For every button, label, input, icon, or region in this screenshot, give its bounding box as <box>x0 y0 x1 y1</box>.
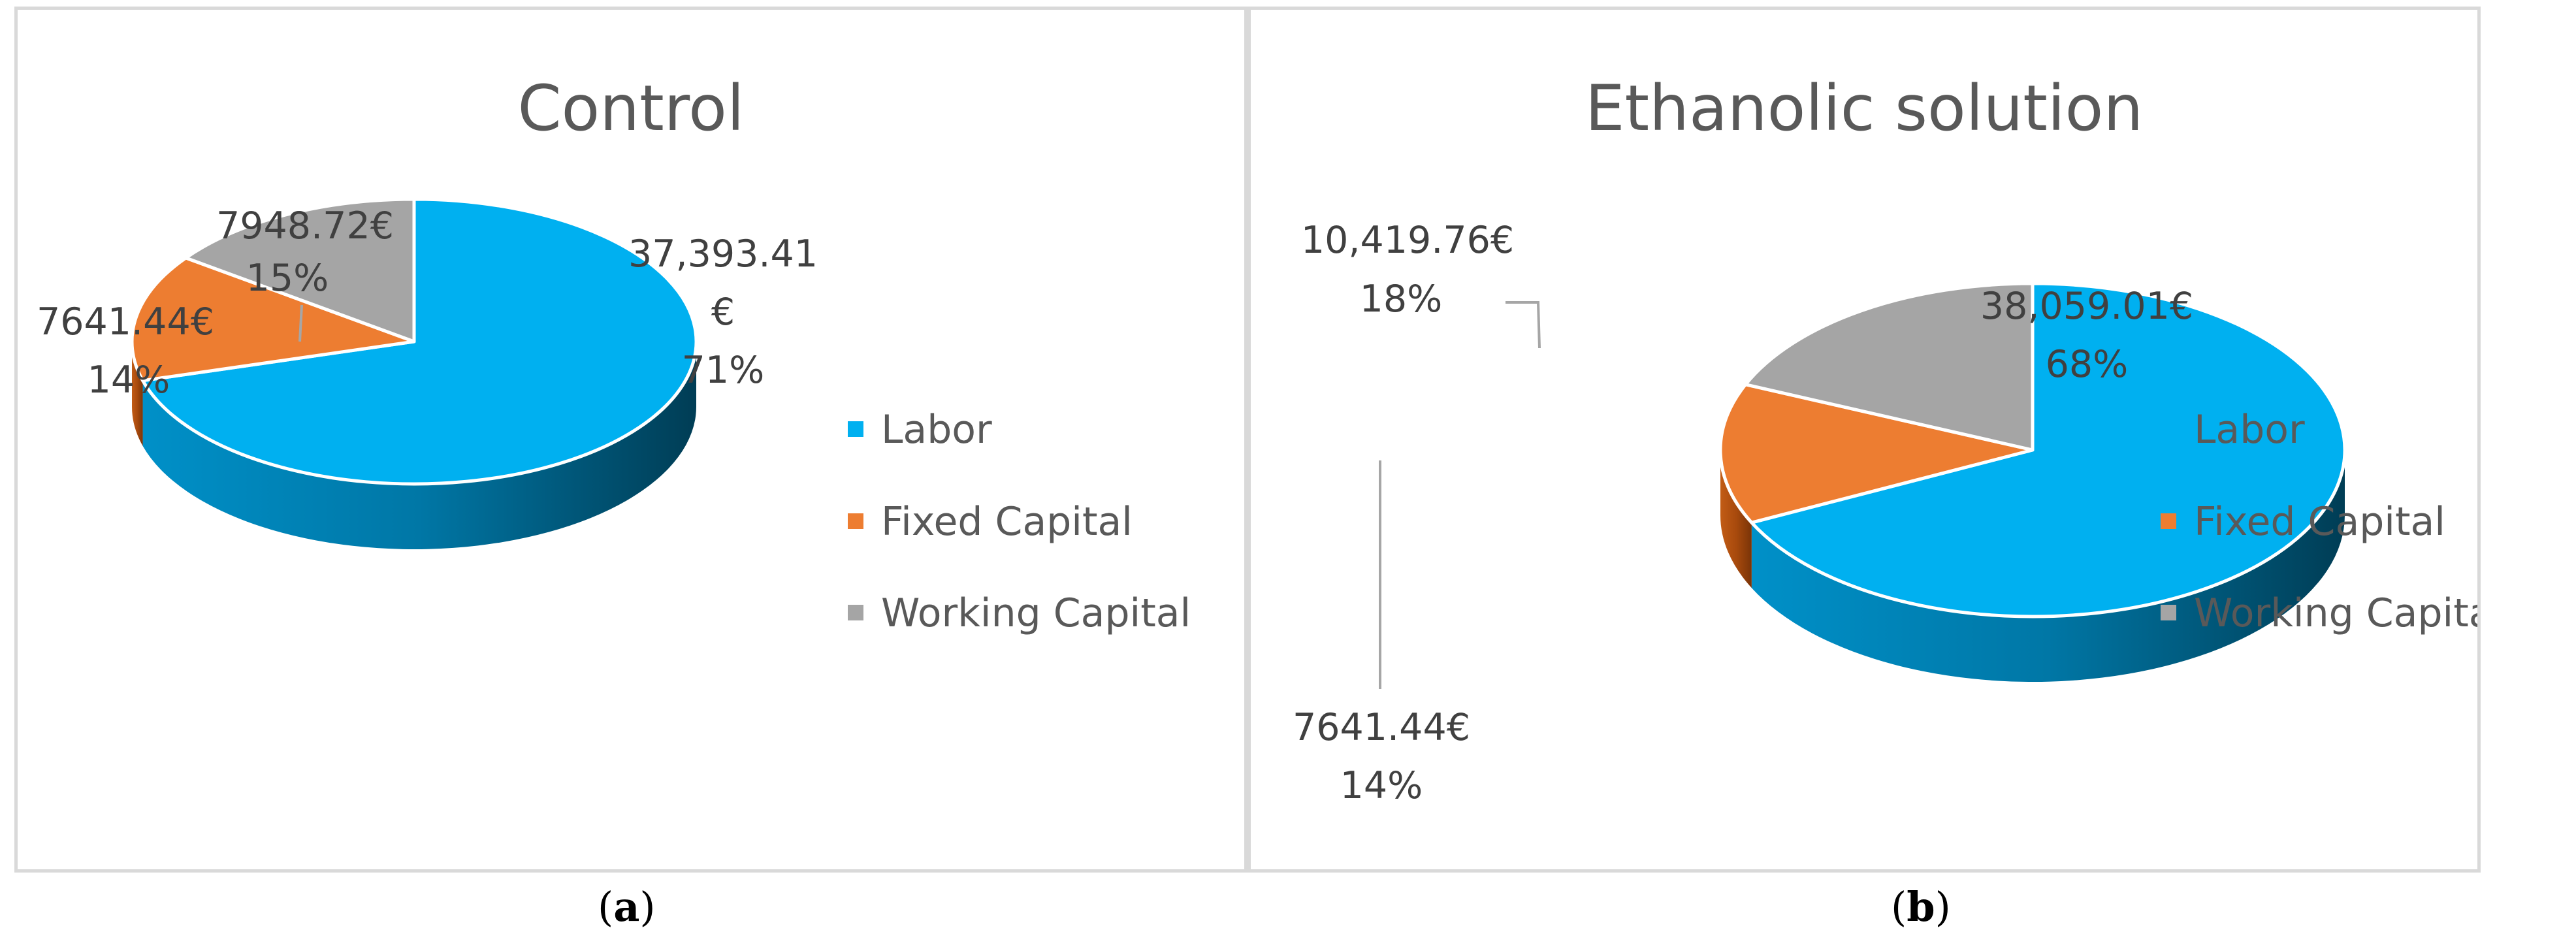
pie-side-fixed-capital <box>132 342 143 446</box>
pie-slice-labor <box>1750 281 2347 618</box>
legend-label-labor: Labor <box>881 407 992 453</box>
pie-slice-working-capital <box>1744 281 2035 452</box>
data-label-value-labor: 37,393.41 <box>628 233 818 276</box>
data-label-currency-labor: € <box>711 291 735 334</box>
data-label-percent-fixed-capital: 14% <box>88 359 170 402</box>
pie-slice-labor <box>141 197 698 486</box>
pie-side-labor <box>142 342 696 549</box>
legend-label-fixed-capital: Fixed Capital <box>881 499 1133 545</box>
data-label-percent-fixed-capital: 14% <box>1340 764 1423 807</box>
pie-side-labor <box>1751 450 2345 682</box>
data-label-value-working-capital: 7948.72€ <box>216 204 394 248</box>
leader-line <box>298 304 303 342</box>
pie-side-fixed-capital <box>1720 450 1752 588</box>
data-label-value-working-capital: 10,419.76€ <box>1301 219 1514 262</box>
legend-swatch-fixed-capital <box>848 513 863 529</box>
legend-label-working-capital: Working Capital <box>881 590 1191 636</box>
legend: Labor Fixed Capital Working Capital <box>2161 407 2477 636</box>
data-label-percent-labor: 71% <box>682 349 765 392</box>
legend-label-labor: Labor <box>2194 407 2305 453</box>
chart-panel-control: Control 7948.72€ 15% 7641.44€ 14% 37,393… <box>14 7 1248 873</box>
pie-slice-fixed-capital <box>130 256 416 383</box>
chart-panel-ethanolic-solution: Ethanolic solution 10,419.76€ 18% 38,059… <box>1248 7 2481 873</box>
legend-label-working-capital: Working Capital <box>2194 590 2477 636</box>
pie-slice-fixed-capital <box>1718 383 2035 524</box>
data-label-percent-working-capital: 18% <box>1360 278 1443 321</box>
legend-swatch-fixed-capital <box>2161 513 2176 529</box>
legend-swatch-labor <box>848 421 863 437</box>
leader-line-working-capital <box>1505 301 1541 349</box>
data-label-value-fixed-capital: 7641.44€ <box>1293 706 1470 749</box>
caption-b: (b) <box>1891 883 1951 931</box>
legend-swatch-labor <box>2161 421 2176 437</box>
caption-a: (a) <box>598 883 656 931</box>
chart-title: Control <box>517 72 745 145</box>
pie-chart-ethanolic-solution: 10,419.76€ 18% 38,059.01€ 68% 7641.44€ 1… <box>1293 219 2477 807</box>
legend-swatch-working-capital <box>2161 605 2176 620</box>
legend-label-fixed-capital: Fixed Capital <box>2194 499 2445 545</box>
data-label-value-fixed-capital: 7641.44€ <box>37 300 214 344</box>
chart-title: Ethanolic solution <box>1585 72 2144 145</box>
pie-slice-working-capital <box>184 197 416 344</box>
legend-swatch-working-capital <box>848 605 863 620</box>
pie-chart-control: 7948.72€ 15% 7641.44€ 14% 37,393.41 € 71… <box>37 197 1191 636</box>
data-label-percent-working-capital: 15% <box>246 257 329 300</box>
data-label-value-labor: 38,059.01€ <box>1980 285 2193 328</box>
data-label-percent-labor: 68% <box>2046 343 2129 386</box>
legend: Labor Fixed Capital Working Capital <box>848 407 1191 636</box>
